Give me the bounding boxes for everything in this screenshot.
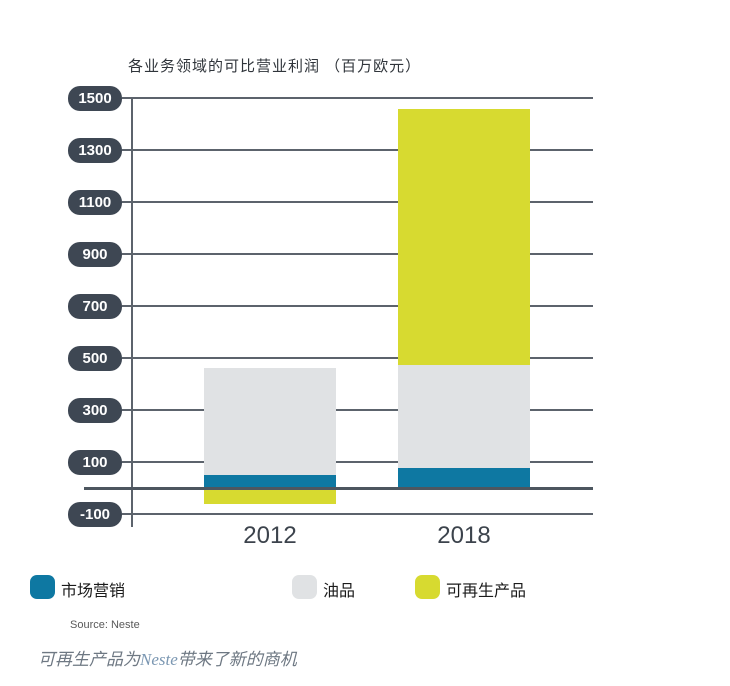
bar-2018-marketing bbox=[398, 467, 530, 488]
caption: 可再生产品为Neste带来了新的商机 bbox=[38, 645, 297, 670]
y-tick-badge: -100 bbox=[68, 502, 122, 527]
gridline-700 bbox=[122, 305, 593, 307]
y-tick-badge: 1300 bbox=[68, 138, 122, 163]
bar-2018-oil bbox=[398, 364, 530, 468]
caption-suffix: 带来了新的商机 bbox=[177, 650, 297, 669]
legend-swatch-renewables bbox=[415, 575, 440, 599]
x-label-2012: 2012 bbox=[243, 522, 297, 549]
gridline-500 bbox=[122, 357, 593, 359]
gridline--100 bbox=[122, 513, 593, 515]
x-label-2018: 2018 bbox=[437, 522, 491, 549]
legend-swatch-marketing bbox=[30, 575, 55, 599]
chart-title: 各业务领域的可比营业利润 （百万欧元） bbox=[128, 58, 422, 75]
y-tick-badge: 100 bbox=[68, 450, 122, 475]
gridline-1300 bbox=[122, 149, 593, 151]
bar-2012-renewables bbox=[204, 488, 336, 504]
source-note: Source: Neste bbox=[70, 619, 140, 631]
zero-axis-line bbox=[84, 487, 593, 490]
legend-label-oil: 油品 bbox=[323, 583, 356, 600]
y-tick-badge: 500 bbox=[68, 346, 122, 371]
legend-label-renewables: 可再生产品 bbox=[446, 583, 527, 600]
bar-2012-oil bbox=[204, 368, 336, 475]
y-tick-badge: 300 bbox=[68, 398, 122, 423]
y-tick-badge: 700 bbox=[68, 294, 122, 319]
legend-label-marketing: 市场营销 bbox=[61, 583, 126, 600]
caption-prefix: 可再生产品为 bbox=[38, 650, 140, 669]
bar-2012-marketing bbox=[204, 475, 336, 488]
bar-2018-renewables bbox=[398, 109, 530, 365]
gridline-100 bbox=[122, 461, 593, 463]
legend-swatch-oil bbox=[292, 575, 317, 599]
gridline-1100 bbox=[122, 201, 593, 203]
caption-brand: Neste bbox=[140, 650, 178, 669]
y-tick-badge: 1500 bbox=[68, 86, 122, 111]
gridline-900 bbox=[122, 253, 593, 255]
y-tick-badge: 1100 bbox=[68, 190, 122, 215]
y-axis-line bbox=[131, 97, 133, 527]
gridline-1500 bbox=[122, 97, 593, 99]
gridline-300 bbox=[122, 409, 593, 411]
y-tick-badge: 900 bbox=[68, 242, 122, 267]
